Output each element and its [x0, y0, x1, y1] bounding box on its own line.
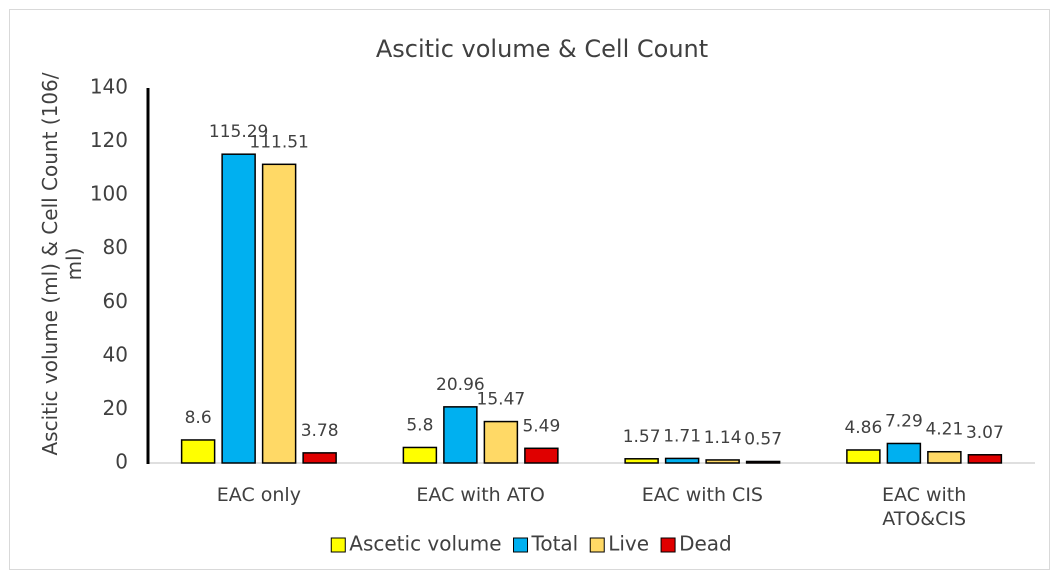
bar: [261, 163, 297, 464]
y-tick-label: 60: [103, 289, 128, 313]
legend-label: Total: [531, 532, 579, 556]
legend-swatch: [589, 537, 605, 553]
legend-label: Live: [608, 532, 649, 556]
chart-border: [9, 9, 1050, 570]
bar: [402, 446, 438, 464]
value-label: 3.78: [301, 421, 339, 441]
value-label: 115.29: [209, 122, 268, 142]
y-tick-label: 20: [103, 396, 128, 420]
x-tick-label: EAC with CIS: [641, 484, 763, 506]
value-label: 1.14: [704, 428, 742, 448]
y-tick-label: 0: [115, 450, 128, 474]
y-tick-label: 100: [90, 182, 128, 206]
y-tick-label: 40: [103, 342, 128, 366]
value-label: 5.8: [406, 415, 433, 435]
value-label: 1.71: [663, 426, 701, 446]
value-label: 7.29: [885, 411, 923, 431]
value-label: 0.57: [744, 429, 782, 449]
y-tick-label: 120: [90, 128, 128, 152]
bar: [886, 442, 922, 464]
bar: [927, 450, 962, 464]
bar: [705, 459, 740, 464]
legend-swatch: [660, 537, 676, 553]
chart-title: Ascitic volume & Cell Count: [376, 35, 708, 63]
bar: [443, 406, 478, 464]
value-label: 8.6: [185, 408, 212, 428]
legend-swatch: [330, 537, 346, 553]
value-label: 20.96: [436, 375, 485, 395]
bar: [745, 460, 781, 464]
bar: [664, 457, 700, 464]
legend-label: Dead: [679, 532, 732, 556]
bar: [302, 452, 337, 464]
legend-label: Ascetic volume: [349, 532, 501, 556]
bar: [221, 153, 256, 464]
bar: [524, 447, 559, 464]
x-tick-label: EAC with ATO: [416, 484, 545, 506]
x-tick-label: EAC with ATO&CIS: [881, 484, 967, 530]
value-label: 4.21: [925, 420, 963, 440]
bar: [967, 454, 1003, 464]
y-tick-label: 80: [103, 235, 128, 259]
bar: [483, 420, 519, 464]
value-label: 4.86: [844, 418, 882, 438]
value-label: 1.57: [623, 427, 661, 447]
legend-swatch: [513, 537, 529, 553]
bar: [180, 439, 216, 464]
y-tick-label: 140: [90, 75, 128, 99]
x-tick-label: EAC only: [216, 484, 301, 506]
value-label: 3.07: [966, 423, 1004, 443]
value-label: 15.47: [477, 390, 526, 410]
value-label: 111.51: [249, 132, 308, 152]
bar: [846, 449, 881, 464]
value-label: 5.49: [522, 416, 560, 436]
bar: [624, 458, 659, 464]
y-axis-label: Ascitic volume (ml) & Cell Count (106/ m…: [38, 72, 86, 456]
